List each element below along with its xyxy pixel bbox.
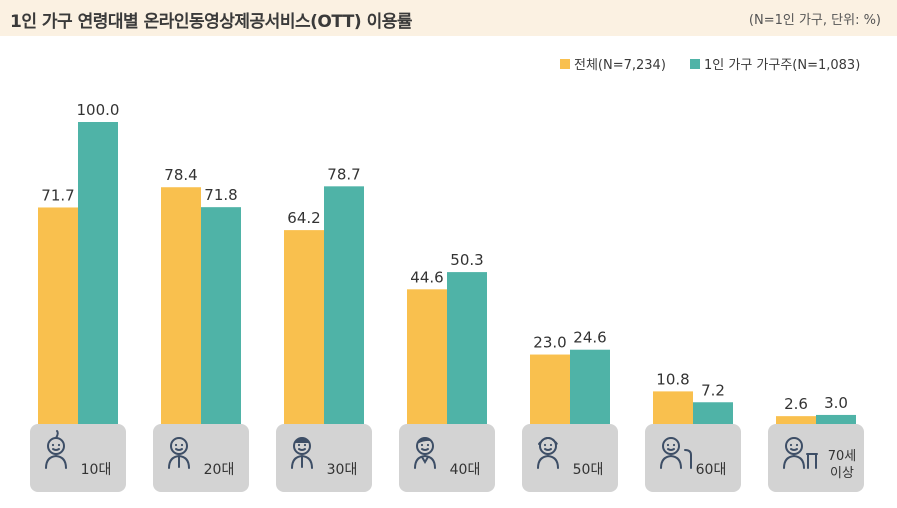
legend-label-single: 1인 가구 가구주(N=1,083) <box>704 58 861 73</box>
category-pedestal <box>522 424 618 492</box>
bar-all <box>653 391 693 424</box>
bar-group: 78.4 71.8 20대 <box>153 166 249 492</box>
bar-group: 10.8 7.2 60대 <box>645 370 741 492</box>
bar-single <box>693 402 733 424</box>
category-label: 10대 <box>81 462 112 478</box>
data-label: 44.6 <box>410 268 443 286</box>
category-label: 60대 <box>696 462 727 478</box>
bar-all <box>530 354 570 424</box>
legend-swatch-all <box>560 58 570 69</box>
data-label: 78.4 <box>164 166 197 184</box>
data-label: 71.8 <box>204 186 237 204</box>
data-label: 2.6 <box>784 395 808 413</box>
bar-group: 44.6 50.3 40대 <box>399 251 495 492</box>
bar-all <box>38 207 78 424</box>
bar-all <box>284 230 324 424</box>
chart-title: 1인 가구 연령대별 온라인동영상제공서비스(OTT) 이용률 <box>10 12 413 32</box>
data-label: 64.2 <box>287 209 320 227</box>
child-icon <box>45 430 67 469</box>
elder-cane-icon <box>660 437 692 469</box>
category-label: 50대 <box>573 462 604 478</box>
bar-single <box>78 122 118 424</box>
legend-label-all: 전체(N=7,234) <box>574 58 666 73</box>
legend-item-single: 1인 가구 가구주(N=1,083) <box>690 54 860 73</box>
bar-single <box>201 207 241 424</box>
bar-all <box>161 187 201 424</box>
category-pedestal <box>276 424 372 492</box>
bar-group: 64.2 78.7 30대 <box>276 165 372 492</box>
man-icon <box>291 437 313 469</box>
bar-single <box>816 414 856 424</box>
older-adult-icon <box>537 437 559 469</box>
chart-header: 1인 가구 연령대별 온라인동영상제공서비스(OTT) 이용률 (N=1인 가구… <box>0 0 897 36</box>
data-label: 50.3 <box>450 251 483 269</box>
category-label: 20대 <box>204 462 235 478</box>
data-label: 3.0 <box>824 394 848 412</box>
bar-single <box>447 272 487 424</box>
data-label: 10.8 <box>656 370 689 388</box>
data-label: 23.0 <box>533 334 566 352</box>
bar-single <box>324 186 364 424</box>
category-pedestal <box>399 424 495 492</box>
category-pedestal <box>153 424 249 492</box>
unit-note: (N=1인 가구, 단위: %) <box>748 13 881 28</box>
bar-group: 71.7 100.0 10대 <box>30 101 126 492</box>
legend-swatch-single <box>690 58 700 69</box>
bar-all <box>407 289 447 424</box>
data-label: 78.7 <box>327 165 360 183</box>
bar-group: 23.0 24.6 50대 <box>522 329 618 492</box>
bar-single <box>570 349 610 424</box>
data-label: 100.0 <box>77 101 120 119</box>
category-pedestal <box>30 424 126 492</box>
data-label: 7.2 <box>701 381 725 399</box>
legend-item-all: 전체(N=7,234) <box>560 54 666 73</box>
elder-walker-icon <box>783 437 818 469</box>
data-label: 24.6 <box>573 329 606 347</box>
young-man-icon <box>168 437 190 469</box>
bar-all <box>776 416 816 424</box>
category-pedestal <box>645 424 741 492</box>
middle-aged-icon <box>414 437 436 469</box>
category-label: 30대 <box>327 462 358 478</box>
category-label: 40대 <box>450 462 481 478</box>
data-label: 71.7 <box>41 186 74 204</box>
